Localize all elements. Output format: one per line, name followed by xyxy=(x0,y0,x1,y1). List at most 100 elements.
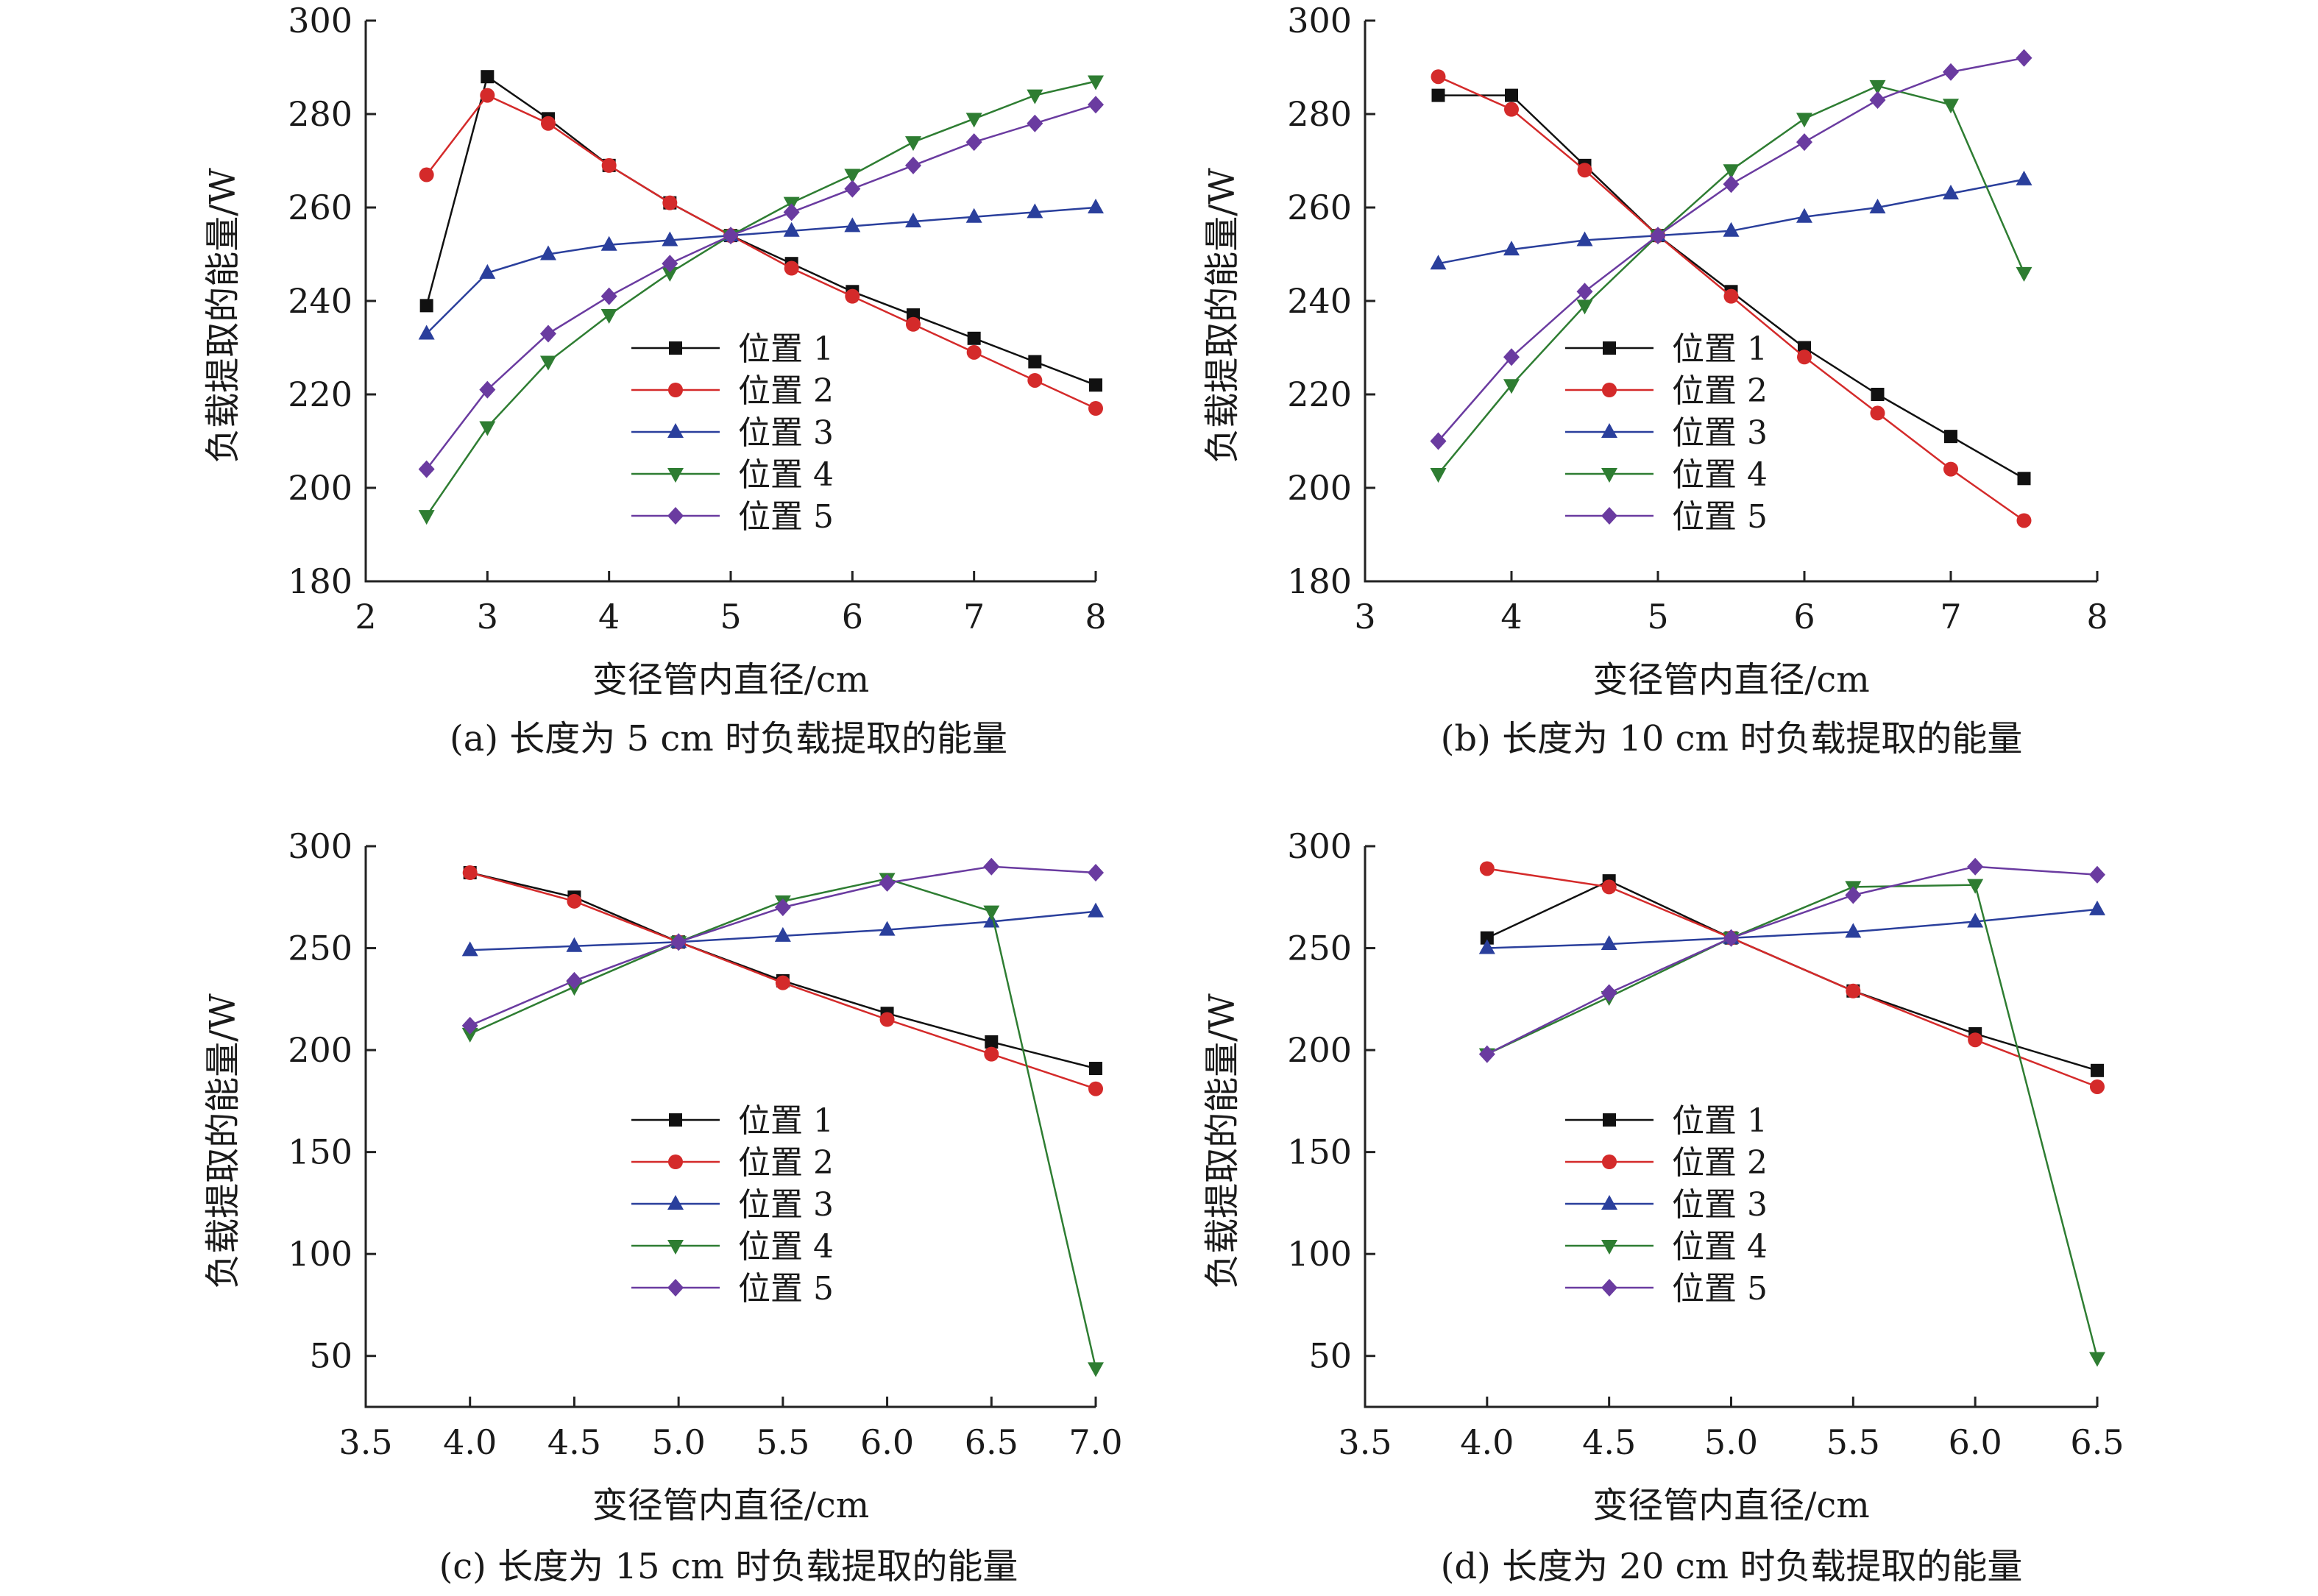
data-point xyxy=(1504,102,1519,117)
data-point xyxy=(1503,348,1520,366)
chart-panel-4: 50 100 150 200 250 300 3.5 4.0 4.5 5.0 5.5 6.0 6.5 变径… xyxy=(1202,826,2124,1587)
data-point xyxy=(1028,355,1042,369)
y-tick-label: 250 xyxy=(288,929,352,968)
x-tick-label: 8 xyxy=(1085,597,1106,636)
data-point xyxy=(1505,88,1518,102)
series-line xyxy=(425,206,1096,335)
x-tick-label: 3 xyxy=(1354,597,1375,636)
series-5 xyxy=(461,857,1104,1035)
y-tick-label: 180 xyxy=(1287,561,1352,601)
x-tick-label: 4.5 xyxy=(547,1422,601,1462)
y-tick-label: 220 xyxy=(288,375,352,414)
data-point xyxy=(1089,378,1102,392)
legend-label: 位置 4 xyxy=(738,456,834,494)
series-line xyxy=(1486,884,2099,1358)
data-point xyxy=(1576,231,1593,247)
legend-label: 位置 2 xyxy=(1672,372,1768,410)
data-point xyxy=(1480,931,1494,945)
data-point xyxy=(983,857,1000,876)
y-tick-label: 280 xyxy=(1287,94,1352,134)
data-point xyxy=(462,865,478,881)
y-tick-label: 250 xyxy=(1287,929,1352,968)
legend-marker xyxy=(668,383,683,397)
data-point xyxy=(662,255,678,273)
x-tick-label: 4.0 xyxy=(1460,1422,1514,1462)
series-line xyxy=(1486,879,2098,1071)
x-tick-label: 5 xyxy=(720,597,741,636)
data-point xyxy=(2016,513,2032,528)
legend-label: 位置 3 xyxy=(738,414,834,452)
x-tick-label: 3 xyxy=(477,597,498,636)
legend-marker xyxy=(1603,341,1616,355)
y-tick-label: 200 xyxy=(288,1030,352,1070)
data-point xyxy=(419,299,433,313)
data-point xyxy=(1089,1062,1102,1076)
data-point xyxy=(1797,350,1812,365)
data-point xyxy=(2089,900,2105,915)
data-point xyxy=(1088,401,1103,416)
data-point xyxy=(906,316,921,332)
legend-label: 位置 2 xyxy=(1672,1144,1768,1182)
data-point xyxy=(1943,461,1958,477)
series-2 xyxy=(1431,69,2032,528)
data-point xyxy=(965,133,982,152)
data-point xyxy=(2017,472,2031,486)
data-point xyxy=(1723,164,1740,180)
data-point xyxy=(1869,91,1886,109)
series-line xyxy=(425,94,1096,410)
data-point xyxy=(540,245,556,260)
chart-panel-2: 180 200 220 240 260 280 300 3 4 5 6 7 8 变径管内直径/cm 负载提取… xyxy=(1202,1,2108,759)
y-tick-label: 180 xyxy=(288,561,352,601)
legend-label: 位置 1 xyxy=(1672,330,1768,368)
data-point xyxy=(1478,1045,1495,1063)
x-tick-label: 6.5 xyxy=(2070,1422,2124,1462)
data-point xyxy=(1576,283,1593,301)
data-point xyxy=(1088,1362,1104,1377)
data-point xyxy=(1576,299,1593,315)
y-tick-label: 50 xyxy=(309,1336,352,1376)
x-tick-label: 2 xyxy=(355,597,376,636)
y-axis-title: 负载提取的能量/W xyxy=(1202,993,1243,1289)
data-point xyxy=(662,266,678,282)
legend-label: 位置 3 xyxy=(738,1186,834,1224)
panel-caption: (d) 长度为 20 cm 时负载提取的能量 xyxy=(1441,1546,2023,1587)
data-point xyxy=(1723,175,1740,194)
data-point xyxy=(1601,879,1617,895)
data-point xyxy=(600,309,617,324)
data-point xyxy=(600,287,617,305)
y-tick-label: 150 xyxy=(1287,1132,1352,1172)
x-tick-label: 6.0 xyxy=(1949,1422,2002,1462)
x-axis-title: 变径管内直径/cm xyxy=(1592,659,1870,701)
y-tick-label: 100 xyxy=(1287,1234,1352,1274)
data-point xyxy=(905,213,921,228)
data-point xyxy=(1431,88,1445,102)
legend-marker xyxy=(667,507,684,525)
data-point xyxy=(1088,96,1104,114)
data-point xyxy=(1869,199,1886,213)
data-point xyxy=(966,344,982,360)
data-point xyxy=(784,260,799,276)
x-axis-title: 变径管内直径/cm xyxy=(592,659,870,701)
x-axis-title: 变径管内直径/cm xyxy=(592,1485,870,1526)
legend: 位置 1 位置 2 位置 3 位置 4 位置 5 xyxy=(1565,330,1768,536)
data-point xyxy=(2090,1079,2105,1094)
data-point xyxy=(1430,255,1447,270)
y-tick-label: 150 xyxy=(288,1132,352,1172)
data-point xyxy=(1967,857,1984,876)
legend-marker xyxy=(1601,1240,1617,1255)
data-point xyxy=(418,324,435,340)
legend-label: 位置 5 xyxy=(738,1270,834,1308)
data-point xyxy=(2016,170,2032,185)
x-axis-title: 变径管内直径/cm xyxy=(1592,1485,1870,1526)
data-point xyxy=(479,421,496,436)
legend-marker xyxy=(1601,423,1617,438)
x-tick-label: 3.5 xyxy=(339,1422,392,1462)
data-point xyxy=(1943,63,1959,81)
legend-label: 位置 4 xyxy=(738,1228,834,1266)
y-tick-label: 200 xyxy=(1287,1030,1352,1070)
y-axis-title: 负载提取的能量/W xyxy=(202,168,244,464)
y-tick-label: 200 xyxy=(1287,468,1352,508)
data-point xyxy=(967,331,981,345)
data-point xyxy=(1796,133,1812,152)
data-point xyxy=(723,227,739,245)
